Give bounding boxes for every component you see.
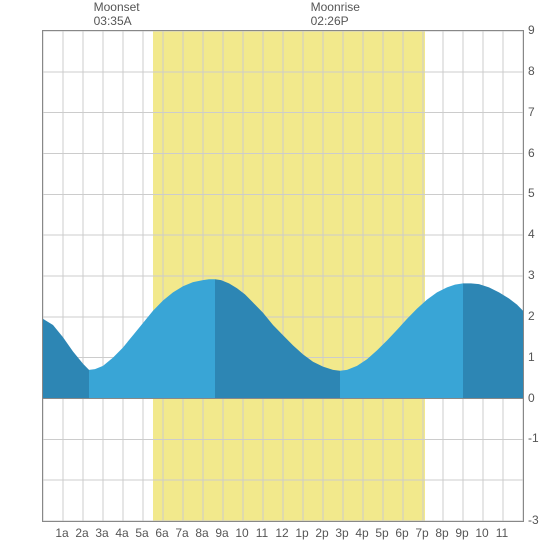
y-tick-label: 6 (528, 146, 535, 160)
x-tick-label: 11 (496, 526, 508, 540)
moonset-time: 03:35A (94, 14, 140, 28)
x-tick-label: 5a (135, 526, 148, 540)
y-tick-label: 5 (528, 186, 535, 200)
y-tick-label: 4 (528, 227, 535, 241)
x-tick-label: 3p (335, 526, 348, 540)
moonrise-title: Moonrise (311, 0, 360, 14)
x-tick-label: 10 (475, 526, 488, 540)
x-tick-label: 7a (175, 526, 188, 540)
y-tick-label: 9 (528, 23, 535, 37)
x-tick-label: 6a (155, 526, 168, 540)
y-tick-label: 0 (528, 391, 535, 405)
y-tick-label: -1 (528, 431, 539, 445)
x-tick-label: 11 (256, 526, 268, 540)
x-tick-label: 12 (275, 526, 288, 540)
y-tick-label: 8 (528, 64, 535, 78)
x-tick-label: 1a (55, 526, 68, 540)
x-tick-label: 10 (235, 526, 248, 540)
x-tick-label: 8a (195, 526, 208, 540)
x-tick-label: 2a (75, 526, 88, 540)
x-tick-label: 5p (375, 526, 388, 540)
x-tick-label: 1p (295, 526, 308, 540)
y-tick-label: 1 (528, 350, 535, 364)
x-tick-label: 7p (415, 526, 428, 540)
moonset-title: Moonset (94, 0, 140, 14)
x-tick-label: 6p (395, 526, 408, 540)
plot-svg (43, 31, 523, 521)
plot-area (42, 30, 524, 522)
moonrise-label: Moonrise 02:26P (311, 0, 360, 28)
y-tick-label: 2 (528, 309, 535, 323)
x-tick-label: 2p (315, 526, 328, 540)
x-tick-label: 4a (115, 526, 128, 540)
y-tick-label: 7 (528, 105, 535, 119)
x-tick-label: 9p (455, 526, 468, 540)
tide-chart: Moonset 03:35A Moonrise 02:26P 1a 2a 3a 4a 5… (0, 0, 550, 550)
y-tick-label: 3 (528, 268, 535, 282)
moonrise-time: 02:26P (311, 14, 360, 28)
y-tick-label: -3 (528, 513, 539, 527)
x-tick-label: 9a (215, 526, 228, 540)
moonset-label: Moonset 03:35A (94, 0, 140, 28)
x-tick-label: 3a (95, 526, 108, 540)
x-tick-label: 4p (355, 526, 368, 540)
x-tick-label: 8p (435, 526, 448, 540)
